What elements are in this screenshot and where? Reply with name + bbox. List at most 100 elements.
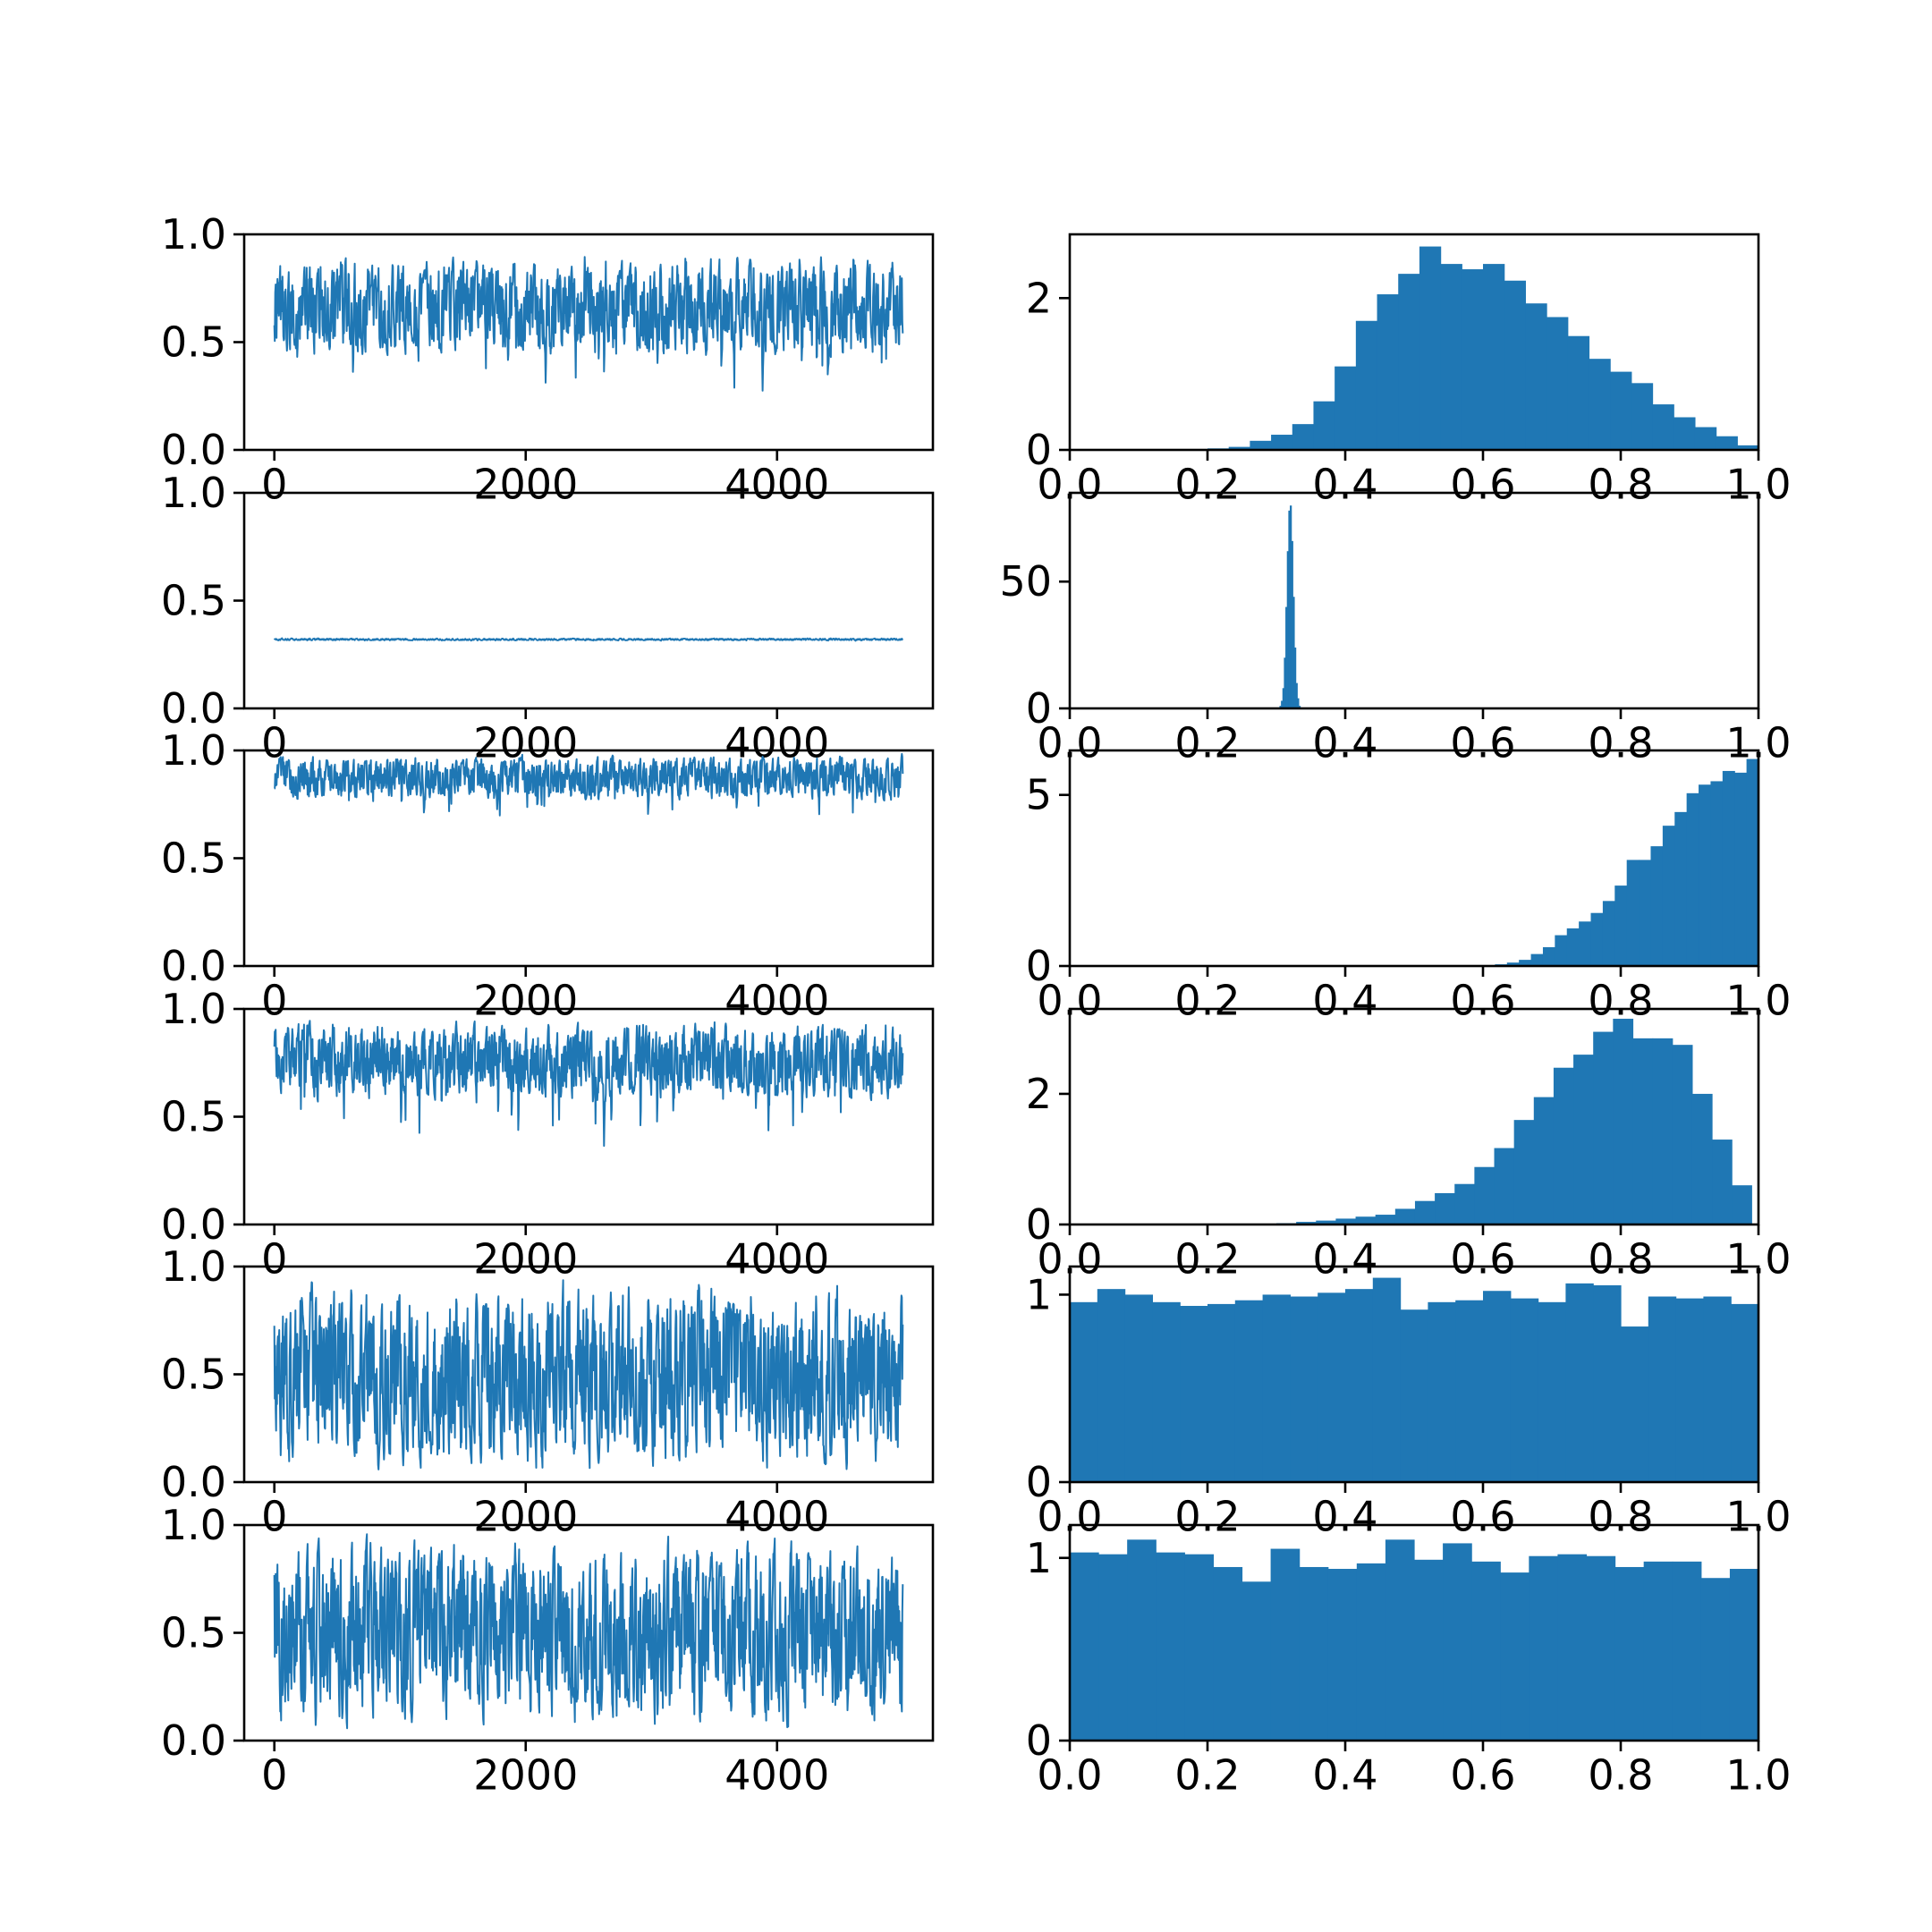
- trace-line: [273, 1533, 904, 1730]
- trace-5: 0.0 0.5 1.0 0 2000 4000: [161, 1242, 935, 1540]
- histogram-bar: [1494, 1148, 1515, 1224]
- histogram-bar: [1652, 404, 1674, 450]
- x-tick-label: 0.6: [1450, 1234, 1515, 1283]
- histogram-bar: [1327, 1569, 1358, 1741]
- histogram-bar: [1290, 1296, 1318, 1482]
- histogram-bar: [1674, 811, 1688, 966]
- histogram-bar: [1672, 1045, 1693, 1224]
- histogram-bar: [1573, 1055, 1594, 1224]
- histogram-bar: [1632, 1038, 1654, 1224]
- histogram-bar: [1385, 1539, 1415, 1741]
- histogram-bar: [1318, 1292, 1346, 1482]
- histogram-bars: [1208, 246, 1758, 450]
- histogram-bar: [1746, 758, 1758, 966]
- histogram-bar: [1070, 1552, 1099, 1741]
- histogram-bar: [1208, 1303, 1236, 1482]
- histogram-bar: [1483, 264, 1505, 450]
- trace-3: 0.0 0.5 1.0 0 2000 4000: [161, 726, 935, 1024]
- histogram-bar: [1297, 698, 1300, 708]
- histogram-bar: [1284, 657, 1286, 708]
- x-tick-label: 0.4: [1312, 1750, 1377, 1799]
- histogram-bar: [1474, 1166, 1496, 1224]
- histogram-bar: [1288, 510, 1291, 708]
- x-tick-label: 2000: [473, 1234, 578, 1283]
- histogram-bar: [1530, 953, 1544, 966]
- histogram-bar: [1335, 1218, 1357, 1224]
- histogram-bar: [1419, 246, 1442, 450]
- histogram-bar: [1394, 1208, 1416, 1224]
- histogram-bar: [1286, 551, 1289, 708]
- histogram-bar: [1648, 1296, 1677, 1482]
- histogram-bars: [1483, 758, 1758, 966]
- y-tick-label: 1.0: [161, 469, 226, 517]
- histogram-bar: [1579, 921, 1592, 966]
- histogram-bar: [1643, 1561, 1674, 1741]
- histogram-bar: [1533, 1097, 1555, 1224]
- histogram-bar: [1241, 1581, 1272, 1741]
- histogram-bar: [1731, 1303, 1758, 1482]
- trace-line: [273, 1279, 904, 1470]
- x-tick-label: 0.2: [1174, 976, 1240, 1024]
- x-tick-label: 0.6: [1450, 718, 1515, 767]
- trace-line: [273, 1020, 904, 1148]
- histogram-bar: [1699, 784, 1712, 966]
- y-tick-label: 0.0: [161, 1716, 226, 1765]
- histogram-bar: [1184, 1554, 1215, 1741]
- histogram-bar: [1538, 1301, 1566, 1482]
- y-tick-label: 0.5: [161, 1609, 226, 1657]
- x-tick-label: 0: [261, 976, 287, 1024]
- histogram-bar: [1375, 1215, 1396, 1224]
- histogram-bar: [1504, 280, 1526, 450]
- histogram-bar: [1345, 1289, 1374, 1482]
- axes-frame: [242, 1007, 935, 1226]
- histogram-bar: [1565, 1283, 1594, 1482]
- axes-frame: [1068, 749, 1760, 968]
- histogram-bar: [1262, 1294, 1291, 1482]
- histogram-bar: [1292, 424, 1315, 450]
- histogram-bar: [1542, 946, 1555, 966]
- histogram-bar: [1296, 1222, 1317, 1224]
- y-tick-label: 0.5: [161, 1351, 226, 1399]
- y-tick-label: 0: [1026, 1458, 1052, 1506]
- histogram-bar: [1435, 1192, 1455, 1224]
- x-tick-label: 4000: [724, 976, 829, 1024]
- histogram-bar: [1250, 440, 1272, 450]
- y-tick-label: 2: [1026, 1070, 1052, 1118]
- histogram-bar: [1732, 1185, 1752, 1224]
- histogram-bar: [1529, 1555, 1559, 1741]
- histogram-bar: [1295, 682, 1298, 708]
- histogram-bar: [1293, 647, 1297, 708]
- histogram-bar: [1127, 1539, 1157, 1741]
- trace-4: 0.0 0.5 1.0 0 2000 4000: [161, 985, 935, 1283]
- histogram-bar: [1722, 770, 1735, 966]
- histogram-bar: [1686, 792, 1699, 966]
- x-tick-label: 0.4: [1312, 1234, 1377, 1283]
- x-tick-label: 0.6: [1450, 460, 1515, 508]
- histogram-bar: [1626, 860, 1640, 966]
- x-tick-label: 2000: [473, 460, 578, 508]
- histogram-bar: [1710, 781, 1724, 966]
- x-tick-label: 0.2: [1174, 1750, 1240, 1799]
- y-tick-label: 0: [1026, 942, 1052, 990]
- axes-frame: [242, 1523, 935, 1742]
- histogram-bars: [1070, 1539, 1758, 1741]
- histogram-bar: [1652, 1038, 1674, 1224]
- y-tick-label: 0.5: [161, 318, 226, 367]
- histogram-bar: [1614, 1566, 1645, 1741]
- histogram-bar: [1097, 1289, 1126, 1482]
- x-tick-label: 4000: [724, 1492, 829, 1540]
- axes-frame: [1068, 491, 1760, 710]
- histogram-bar: [1712, 1140, 1733, 1224]
- histogram-bar: [1070, 1301, 1098, 1482]
- y-tick-label: 1.0: [161, 1501, 226, 1549]
- hist-4: 020.0 0.2 0.4 0.6 0.8 1.0: [1026, 1007, 1792, 1283]
- histogram-bar: [1213, 1566, 1243, 1741]
- x-tick-label: 0.6: [1450, 1750, 1515, 1799]
- histogram-bar: [1462, 269, 1484, 450]
- y-tick-label: 0: [1026, 426, 1052, 474]
- x-tick-label: 0: [261, 1234, 287, 1283]
- x-tick-label: 0.2: [1174, 1234, 1240, 1283]
- x-tick-label: 0.2: [1174, 460, 1240, 508]
